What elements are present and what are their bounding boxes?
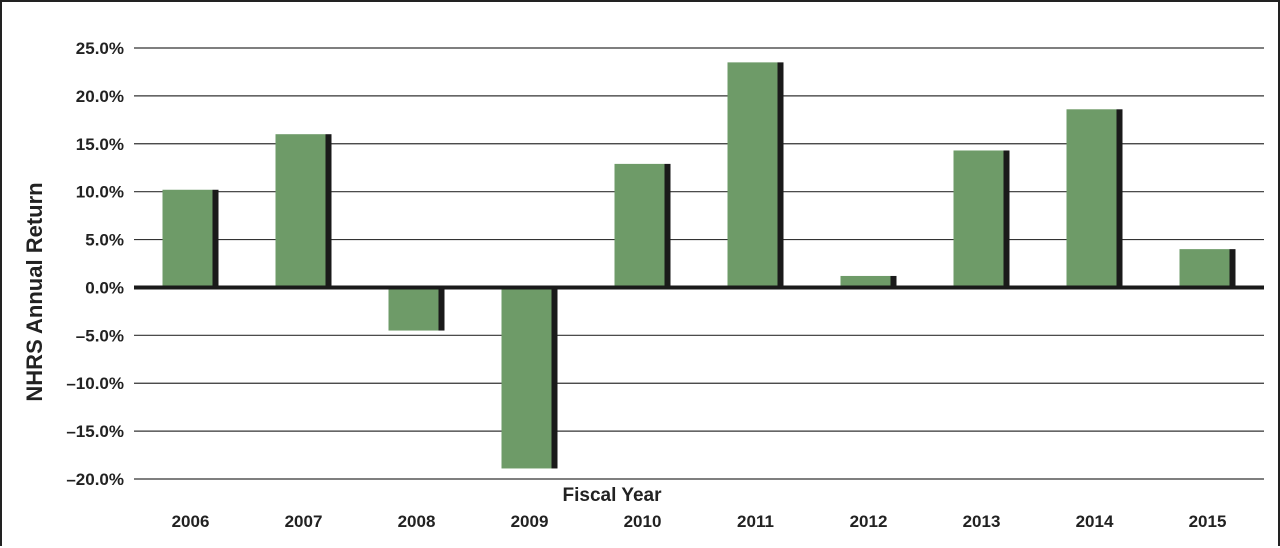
y-tick-label: 15.0% <box>76 135 124 154</box>
bar-shadow-2011 <box>777 62 784 288</box>
bar-shadow-2013 <box>1003 150 1010 288</box>
bar-shadow-2008 <box>438 287 445 331</box>
x-tick-label: 2009 <box>511 512 549 531</box>
y-tick-label: 5.0% <box>85 231 124 250</box>
bar-shadow-2009 <box>551 287 558 469</box>
bar-shadow-2014 <box>1116 109 1123 288</box>
bars <box>162 62 1236 469</box>
x-tick-label: 2015 <box>1189 512 1227 531</box>
bar-shadow-2007 <box>325 134 332 288</box>
x-tick-label: 2008 <box>398 512 436 531</box>
bar-2007 <box>275 134 326 288</box>
bar-2006 <box>162 189 213 288</box>
bar-2011 <box>727 62 778 288</box>
bar-shadow-2012 <box>890 275 897 288</box>
x-tick-label: 2007 <box>285 512 323 531</box>
x-tick-label: 2014 <box>1076 512 1114 531</box>
x-tick-label: 2010 <box>624 512 662 531</box>
bar-shadow-2015 <box>1229 249 1236 288</box>
x-tick-label: 2006 <box>172 512 210 531</box>
bar-2013 <box>953 150 1004 288</box>
bar-2014 <box>1066 109 1117 288</box>
y-tick-label: 0.0% <box>85 278 124 297</box>
bar-2012 <box>840 275 891 288</box>
y-axis-title: NHRS Annual Return <box>22 182 47 401</box>
y-axis-tick-labels: 25.0% 20.0% 15.0% 10.0% 5.0% 0.0% –5.0% –10.0% –… <box>66 39 124 489</box>
bar-2008 <box>388 287 439 331</box>
y-tick-label: –20.0% <box>66 470 124 489</box>
y-tick-label: 25.0% <box>76 39 124 58</box>
x-tick-label: 2011 <box>737 512 774 531</box>
x-tick-label: 2012 <box>850 512 888 531</box>
bar-shadow-2010 <box>664 163 671 288</box>
y-tick-label: –5.0% <box>76 326 124 345</box>
bar-2010 <box>614 163 665 288</box>
y-tick-label: –10.0% <box>66 374 124 393</box>
x-tick-label: 2013 <box>963 512 1001 531</box>
y-tick-label: 10.0% <box>76 183 124 202</box>
bar-shadow-2006 <box>212 189 219 288</box>
bar-2009 <box>501 287 552 469</box>
x-axis-title: Fiscal Year <box>563 485 663 506</box>
x-axis-tick-labels: 2006 2007 2008 2009 2010 2011 2012 2013 2014 2015 <box>172 512 1227 531</box>
y-tick-label: 20.0% <box>76 87 124 106</box>
bar-2015 <box>1179 249 1230 288</box>
y-tick-label: –15.0% <box>66 422 124 441</box>
